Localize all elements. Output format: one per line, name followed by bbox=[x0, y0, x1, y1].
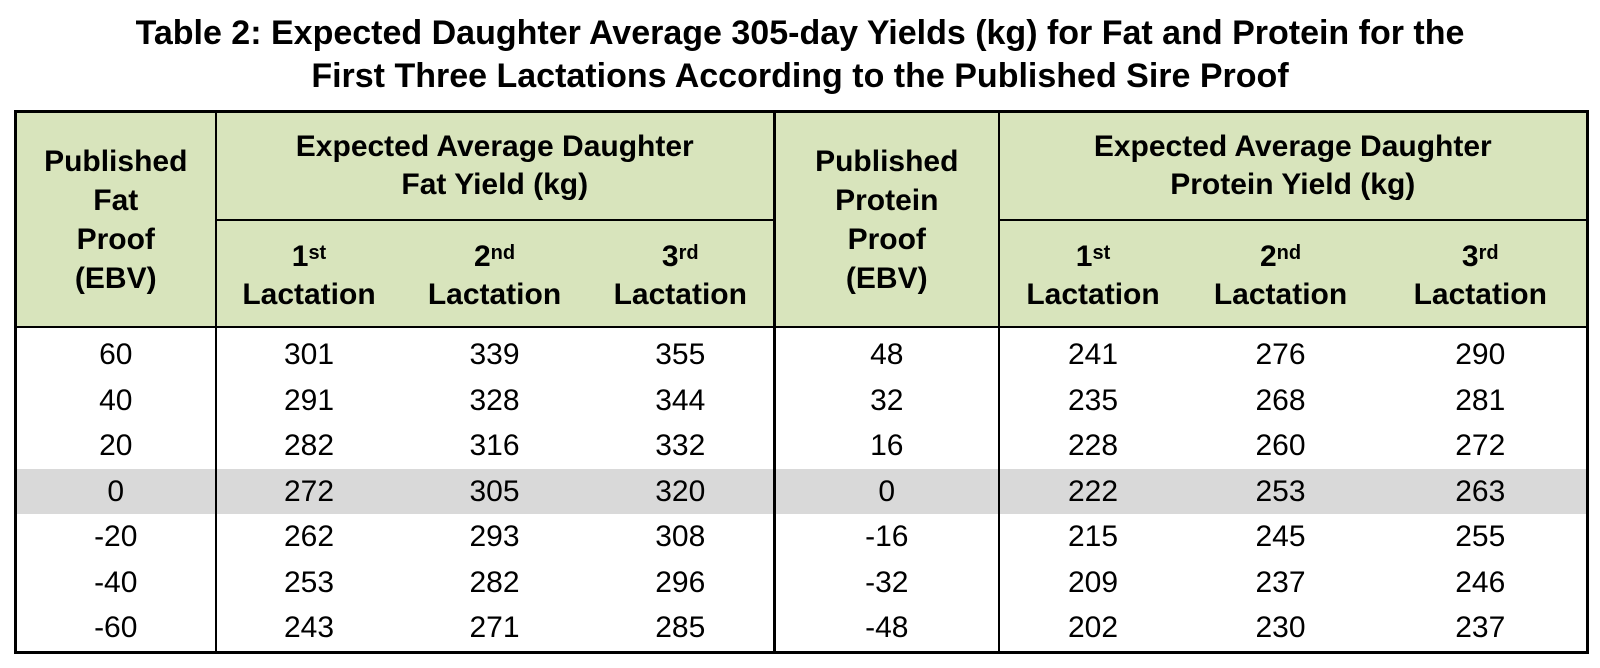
fat-lactation-3-cell: 308 bbox=[655, 520, 706, 554]
fat-lactation-1-cell: 253 bbox=[214, 559, 402, 605]
protein-lactation-3-cell: 272 bbox=[1455, 429, 1506, 463]
protein-proof-cell: 0 bbox=[773, 468, 999, 514]
fat-proof-cell: -20 bbox=[94, 520, 138, 554]
protein-lactation-2-cell: 268 bbox=[1255, 383, 1306, 417]
fat-proof-cell: 20 bbox=[99, 429, 133, 463]
header-fat-lactation-2: 2nd Lactation bbox=[401, 220, 588, 328]
protein-lactation-1-cell: 222 bbox=[997, 468, 1187, 514]
header-protein-proof: Published Protein Proof (EBV) bbox=[773, 111, 999, 328]
protein-lactation-3-cell: 255 bbox=[1455, 520, 1506, 554]
protein-lactation-3-cell: 237 bbox=[1455, 611, 1506, 645]
fat-lactation-1-cell: 291 bbox=[214, 377, 402, 423]
fat-lactation-3-cell: 296 bbox=[655, 565, 706, 599]
protein-lactation-3-cell: 246 bbox=[1455, 565, 1506, 599]
protein-lactation-3-cell: 290 bbox=[1455, 338, 1506, 372]
fat-lactation-3-cell: 355 bbox=[655, 338, 706, 372]
fat-lactation-2-cell: 293 bbox=[469, 520, 520, 554]
fat-proof-cell: -40 bbox=[94, 565, 138, 599]
protein-lactation-1-cell: 215 bbox=[997, 514, 1187, 560]
protein-lactation-2-cell: 260 bbox=[1255, 429, 1306, 463]
table-row: 60 301 339 355 48 241 276 290 bbox=[16, 327, 1588, 378]
header-fat-lactation-1: 1st Lactation bbox=[214, 220, 402, 328]
protein-lactation-1-cell: 241 bbox=[997, 327, 1187, 378]
yield-table: Published Fat Proof (EBV) Expected Avera… bbox=[14, 110, 1590, 654]
fat-lactation-2-cell: 316 bbox=[469, 429, 520, 463]
fat-proof-cell: 60 bbox=[99, 338, 133, 372]
protein-lactation-2-cell: 237 bbox=[1255, 565, 1306, 599]
protein-lactation-1-cell: 235 bbox=[997, 377, 1187, 423]
protein-proof-cell: 48 bbox=[773, 327, 999, 378]
fat-proof-cell: -60 bbox=[94, 611, 138, 645]
fat-proof-cell: 0 bbox=[15, 468, 216, 514]
header-protein-lactation-3: 3rd Lactation bbox=[1374, 220, 1588, 328]
protein-lactation-3-cell: 281 bbox=[1455, 383, 1506, 417]
header-protein-lactation-1: 1st Lactation bbox=[997, 220, 1187, 328]
table-row: -60 243 271 285 -48 202 230 237 bbox=[16, 605, 1588, 652]
protein-lactation-2-cell: 253 bbox=[1186, 468, 1375, 514]
protein-lactation-2-cell: 230 bbox=[1255, 611, 1306, 645]
header-protein-yield-group: Expected Average Daughter Protein Yield … bbox=[997, 111, 1588, 221]
table-row: 20 282 316 332 16 228 260 272 bbox=[16, 423, 1588, 469]
header-fat-proof: Published Fat Proof (EBV) bbox=[15, 111, 216, 328]
table-row-highlighted: 0 272 305 320 0 222 253 263 bbox=[15, 468, 1588, 514]
fat-lactation-2-cell: 282 bbox=[469, 565, 520, 599]
fat-lactation-1-cell: 262 bbox=[214, 514, 402, 560]
fat-lactation-3-cell: 285 bbox=[655, 611, 706, 645]
header-fat-yield-group: Expected Average Daughter Fat Yield (kg) bbox=[214, 111, 775, 221]
fat-lactation-1-cell: 282 bbox=[214, 423, 402, 469]
table-row: -20 262 293 308 -16 215 245 255 bbox=[16, 514, 1588, 560]
table-body: 60 301 339 355 48 241 276 290 40 291 328… bbox=[15, 327, 1588, 652]
protein-lactation-2-cell: 245 bbox=[1255, 520, 1306, 554]
table-title-line-2: First Three Lactations According to the … bbox=[311, 57, 1289, 95]
protein-lactation-1-cell: 209 bbox=[997, 559, 1187, 605]
protein-lactation-1-cell: 202 bbox=[997, 605, 1187, 652]
protein-proof-cell: -48 bbox=[773, 605, 999, 652]
fat-lactation-2-cell: 339 bbox=[469, 338, 520, 372]
protein-proof-cell: 32 bbox=[773, 377, 999, 423]
fat-proof-cell: 40 bbox=[99, 383, 133, 417]
protein-lactation-3-cell: 263 bbox=[1374, 468, 1588, 514]
fat-lactation-1-cell: 243 bbox=[214, 605, 402, 652]
fat-lactation-1-cell: 272 bbox=[214, 468, 402, 514]
protein-lactation-1-cell: 228 bbox=[997, 423, 1187, 469]
fat-lactation-3-cell: 320 bbox=[587, 468, 775, 514]
header-protein-lactation-2: 2nd Lactation bbox=[1186, 220, 1375, 328]
table-row: 40 291 328 344 32 235 268 281 bbox=[16, 377, 1588, 423]
protein-lactation-2-cell: 276 bbox=[1255, 338, 1306, 372]
fat-lactation-2-cell: 305 bbox=[401, 468, 588, 514]
fat-lactation-1-cell: 301 bbox=[214, 327, 402, 378]
header-fat-lactation-3: 3rd Lactation bbox=[587, 220, 775, 328]
fat-lactation-3-cell: 332 bbox=[655, 429, 706, 463]
protein-proof-cell: 16 bbox=[773, 423, 999, 469]
table-row: -40 253 282 296 -32 209 237 246 bbox=[16, 559, 1588, 605]
fat-lactation-2-cell: 271 bbox=[469, 611, 520, 645]
table-title-line-1: Table 2: Expected Daughter Average 305-d… bbox=[135, 14, 1465, 52]
protein-proof-cell: -16 bbox=[773, 514, 999, 560]
fat-lactation-2-cell: 328 bbox=[469, 383, 520, 417]
fat-lactation-3-cell: 344 bbox=[655, 383, 706, 417]
protein-proof-cell: -32 bbox=[773, 559, 999, 605]
table-title: Table 2: Expected Daughter Average 305-d… bbox=[0, 12, 1600, 98]
